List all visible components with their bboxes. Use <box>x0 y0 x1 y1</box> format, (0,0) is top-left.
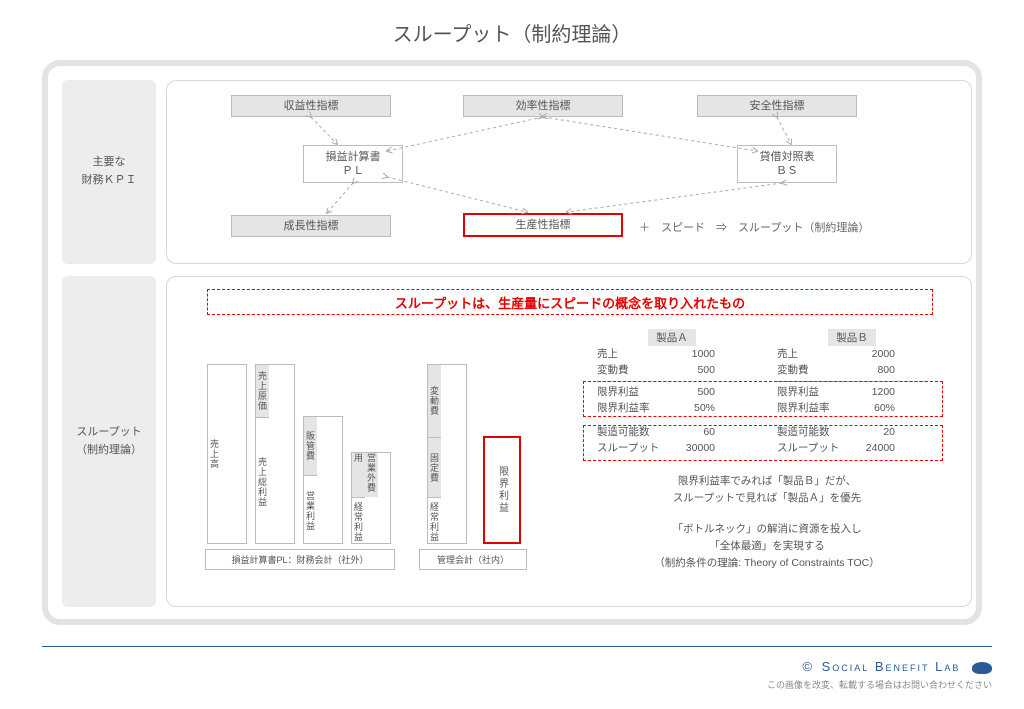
section-kpi: 主要な 財務ＫＰＩ 収益性指標 効率性指標 安全性指標 損益計算書 ＰＬ 貸借対… <box>62 80 972 264</box>
col-gross: 売上原価 売上総利益 <box>255 364 295 544</box>
v: 500 <box>661 362 715 378</box>
label-financial-acct: 損益計算書PL：財務会計（社外） <box>205 549 395 570</box>
seg: 経常利益 <box>428 497 441 545</box>
seg: 売上総利益 <box>256 417 269 545</box>
seg: 売上原価 <box>256 365 269 417</box>
redbox-throughput <box>583 425 943 461</box>
footer-brand-text: Social Benefit Lab <box>822 659 961 674</box>
box-growth: 成長性指標 <box>231 215 391 237</box>
seg: 経常利益 <box>352 497 365 545</box>
box-profitability: 収益性指標 <box>231 95 391 117</box>
k: 売上 <box>777 346 841 362</box>
throughput-callout: スループットは、生産量にスピードの概念を取り入れたもの <box>207 289 933 315</box>
col-ord: 営業外費用 経常利益 <box>351 452 391 544</box>
col-sales: 売上高 <box>207 364 247 544</box>
outer-frame: 主要な 財務ＫＰＩ 収益性指標 効率性指標 安全性指標 損益計算書 ＰＬ 貸借対… <box>42 60 982 625</box>
seg: 営業外費用 <box>352 453 378 497</box>
seg: 営業利益 <box>304 475 317 545</box>
box-productivity: 生産性指標 <box>463 213 623 237</box>
v: 1000 <box>661 346 715 362</box>
section-throughput-body: スループットは、生産量にスピードの概念を取り入れたもの 売上高 売上原価 売上総… <box>166 276 972 607</box>
footer-brand: Social Benefit Lab <box>767 659 992 674</box>
product-b-name: 製品Ｂ <box>828 329 876 346</box>
seg: 固定費 <box>428 437 441 497</box>
page-title: スループット（制約理論） <box>0 0 1024 61</box>
col-marginal: 限界利益 <box>483 436 521 544</box>
col-op: 販管費 営業利益 <box>303 416 343 544</box>
annotation-speed: ＋ スピード ⇒ スループット（制約理論） <box>639 219 869 235</box>
col-mgmt: 変動費 固定費 経常利益 <box>427 364 467 544</box>
footer-note: この画像を改変、転載する場合はお問い合わせください <box>767 678 992 691</box>
seg: 変動費 <box>428 365 441 437</box>
box-pl: 損益計算書 ＰＬ <box>303 145 403 183</box>
conclusion-2: 「ボトルネック」の解消に資源を投入し 「全体最適」を実現する （制約条件の理論:… <box>577 521 957 571</box>
conclusion-1: 限界利益率でみれば「製品Ｂ」だが、 スループットで見れば「製品Ａ」を優先 <box>597 473 937 507</box>
seg: 売上高 <box>208 365 221 543</box>
box-bs: 貸借対照表 ＢＳ <box>737 145 837 183</box>
redbox-margin <box>583 381 943 417</box>
k: 変動費 <box>777 362 841 378</box>
footer-rule <box>42 646 992 647</box>
box-safety: 安全性指標 <box>697 95 857 117</box>
box-efficiency: 効率性指標 <box>463 95 623 117</box>
section-throughput-label: スループット （制約理論） <box>62 276 156 607</box>
v: 800 <box>841 362 895 378</box>
seg: 販管費 <box>304 417 317 475</box>
label-mgmt-acct: 管理会計（社内） <box>419 549 527 570</box>
section-kpi-label: 主要な 財務ＫＰＩ <box>62 80 156 264</box>
section-kpi-body: 収益性指標 効率性指標 安全性指標 損益計算書 ＰＬ 貸借対照表 ＢＳ 成長性指… <box>166 80 972 264</box>
k: 変動費 <box>597 362 661 378</box>
v: 2000 <box>841 346 895 362</box>
footer: Social Benefit Lab この画像を改変、転載する場合はお問い合わせ… <box>767 659 992 691</box>
logo-icon <box>972 662 992 674</box>
product-a-name: 製品Ａ <box>648 329 696 346</box>
k: 売上 <box>597 346 661 362</box>
section-throughput: スループット （制約理論） スループットは、生産量にスピードの概念を取り入れたも… <box>62 276 972 607</box>
